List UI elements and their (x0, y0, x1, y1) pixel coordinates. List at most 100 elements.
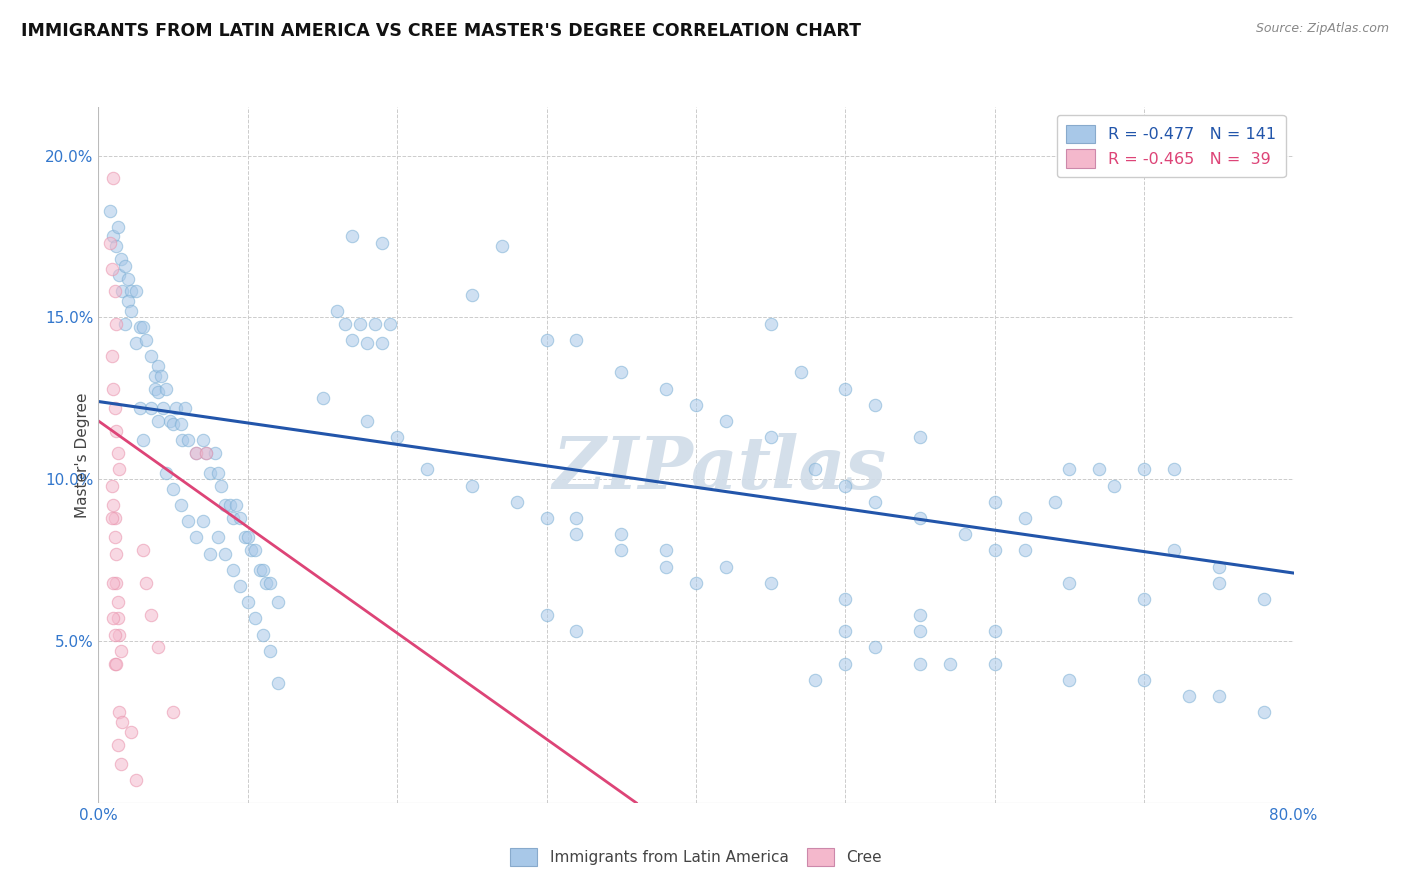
Point (1208, 559, 1230, 574)
Point (655, 543, 678, 558)
Point (984, 624, 1007, 639)
Point (105, 575, 128, 590)
Point (150, 368, 173, 383)
Point (104, 657, 127, 671)
Point (834, 591, 856, 606)
Point (101, 261, 124, 276)
Point (103, 382, 125, 396)
Point (834, 657, 856, 671)
Point (174, 401, 197, 415)
Point (714, 414, 737, 428)
Point (655, 559, 678, 574)
Point (103, 171, 125, 186)
Point (125, 336, 148, 351)
Point (120, 304, 142, 318)
Point (565, 333, 588, 347)
Point (132, 434, 155, 448)
Point (416, 462, 439, 476)
Point (143, 382, 166, 396)
Point (259, 643, 281, 657)
Point (207, 531, 229, 545)
Point (108, 705, 131, 719)
Point (148, 384, 170, 399)
Point (536, 608, 558, 623)
Point (214, 498, 236, 512)
Point (114, 317, 136, 331)
Text: IMMIGRANTS FROM LATIN AMERICA VS CREE MASTER'S DEGREE CORRELATION CHART: IMMIGRANTS FROM LATIN AMERICA VS CREE MA… (21, 22, 860, 40)
Point (536, 511, 558, 525)
Point (103, 498, 125, 512)
Point (342, 333, 364, 347)
Point (204, 446, 226, 460)
Point (108, 268, 131, 283)
Point (1088, 462, 1111, 476)
Point (536, 333, 558, 347)
Point (229, 511, 252, 525)
Point (461, 478, 484, 492)
Point (184, 446, 207, 460)
Point (249, 563, 271, 577)
Point (104, 511, 127, 525)
Point (148, 640, 170, 655)
Point (159, 414, 181, 428)
Point (101, 349, 124, 363)
Point (1014, 511, 1036, 525)
Point (252, 627, 274, 641)
Point (110, 643, 132, 657)
Point (110, 756, 132, 771)
Point (191, 434, 214, 448)
Point (804, 462, 827, 476)
Point (685, 398, 707, 412)
Point (169, 498, 191, 512)
Point (236, 531, 259, 545)
Point (245, 543, 267, 558)
Point (108, 627, 131, 641)
Point (162, 482, 184, 496)
Point (108, 462, 131, 476)
Point (834, 382, 856, 396)
Point (1133, 462, 1156, 476)
Point (1133, 591, 1156, 606)
Point (565, 624, 588, 639)
Point (1178, 689, 1201, 703)
Point (364, 317, 387, 331)
Point (371, 336, 394, 351)
Point (172, 434, 194, 448)
Point (953, 527, 976, 541)
Point (908, 624, 931, 639)
Point (759, 575, 782, 590)
Point (120, 724, 142, 739)
Point (104, 401, 127, 415)
Point (1104, 478, 1126, 492)
Point (267, 676, 290, 690)
Point (356, 336, 378, 351)
Point (236, 595, 259, 609)
Point (385, 430, 409, 444)
Point (103, 611, 125, 625)
Point (342, 229, 364, 244)
Point (107, 611, 129, 625)
Point (655, 382, 678, 396)
Point (107, 738, 129, 752)
Point (789, 365, 811, 379)
Point (104, 627, 127, 641)
Point (610, 527, 633, 541)
Point (233, 531, 256, 545)
Point (125, 773, 148, 788)
Point (101, 511, 124, 525)
Point (139, 401, 162, 415)
Point (209, 478, 232, 492)
Point (152, 401, 174, 415)
Point (506, 495, 529, 509)
Point (252, 563, 274, 577)
Point (804, 673, 827, 687)
Point (125, 285, 148, 299)
Point (114, 259, 136, 273)
Point (148, 359, 170, 373)
Point (1163, 543, 1185, 558)
Point (908, 511, 931, 525)
Point (865, 398, 887, 412)
Point (491, 239, 513, 253)
Point (105, 657, 128, 671)
Point (326, 304, 349, 318)
